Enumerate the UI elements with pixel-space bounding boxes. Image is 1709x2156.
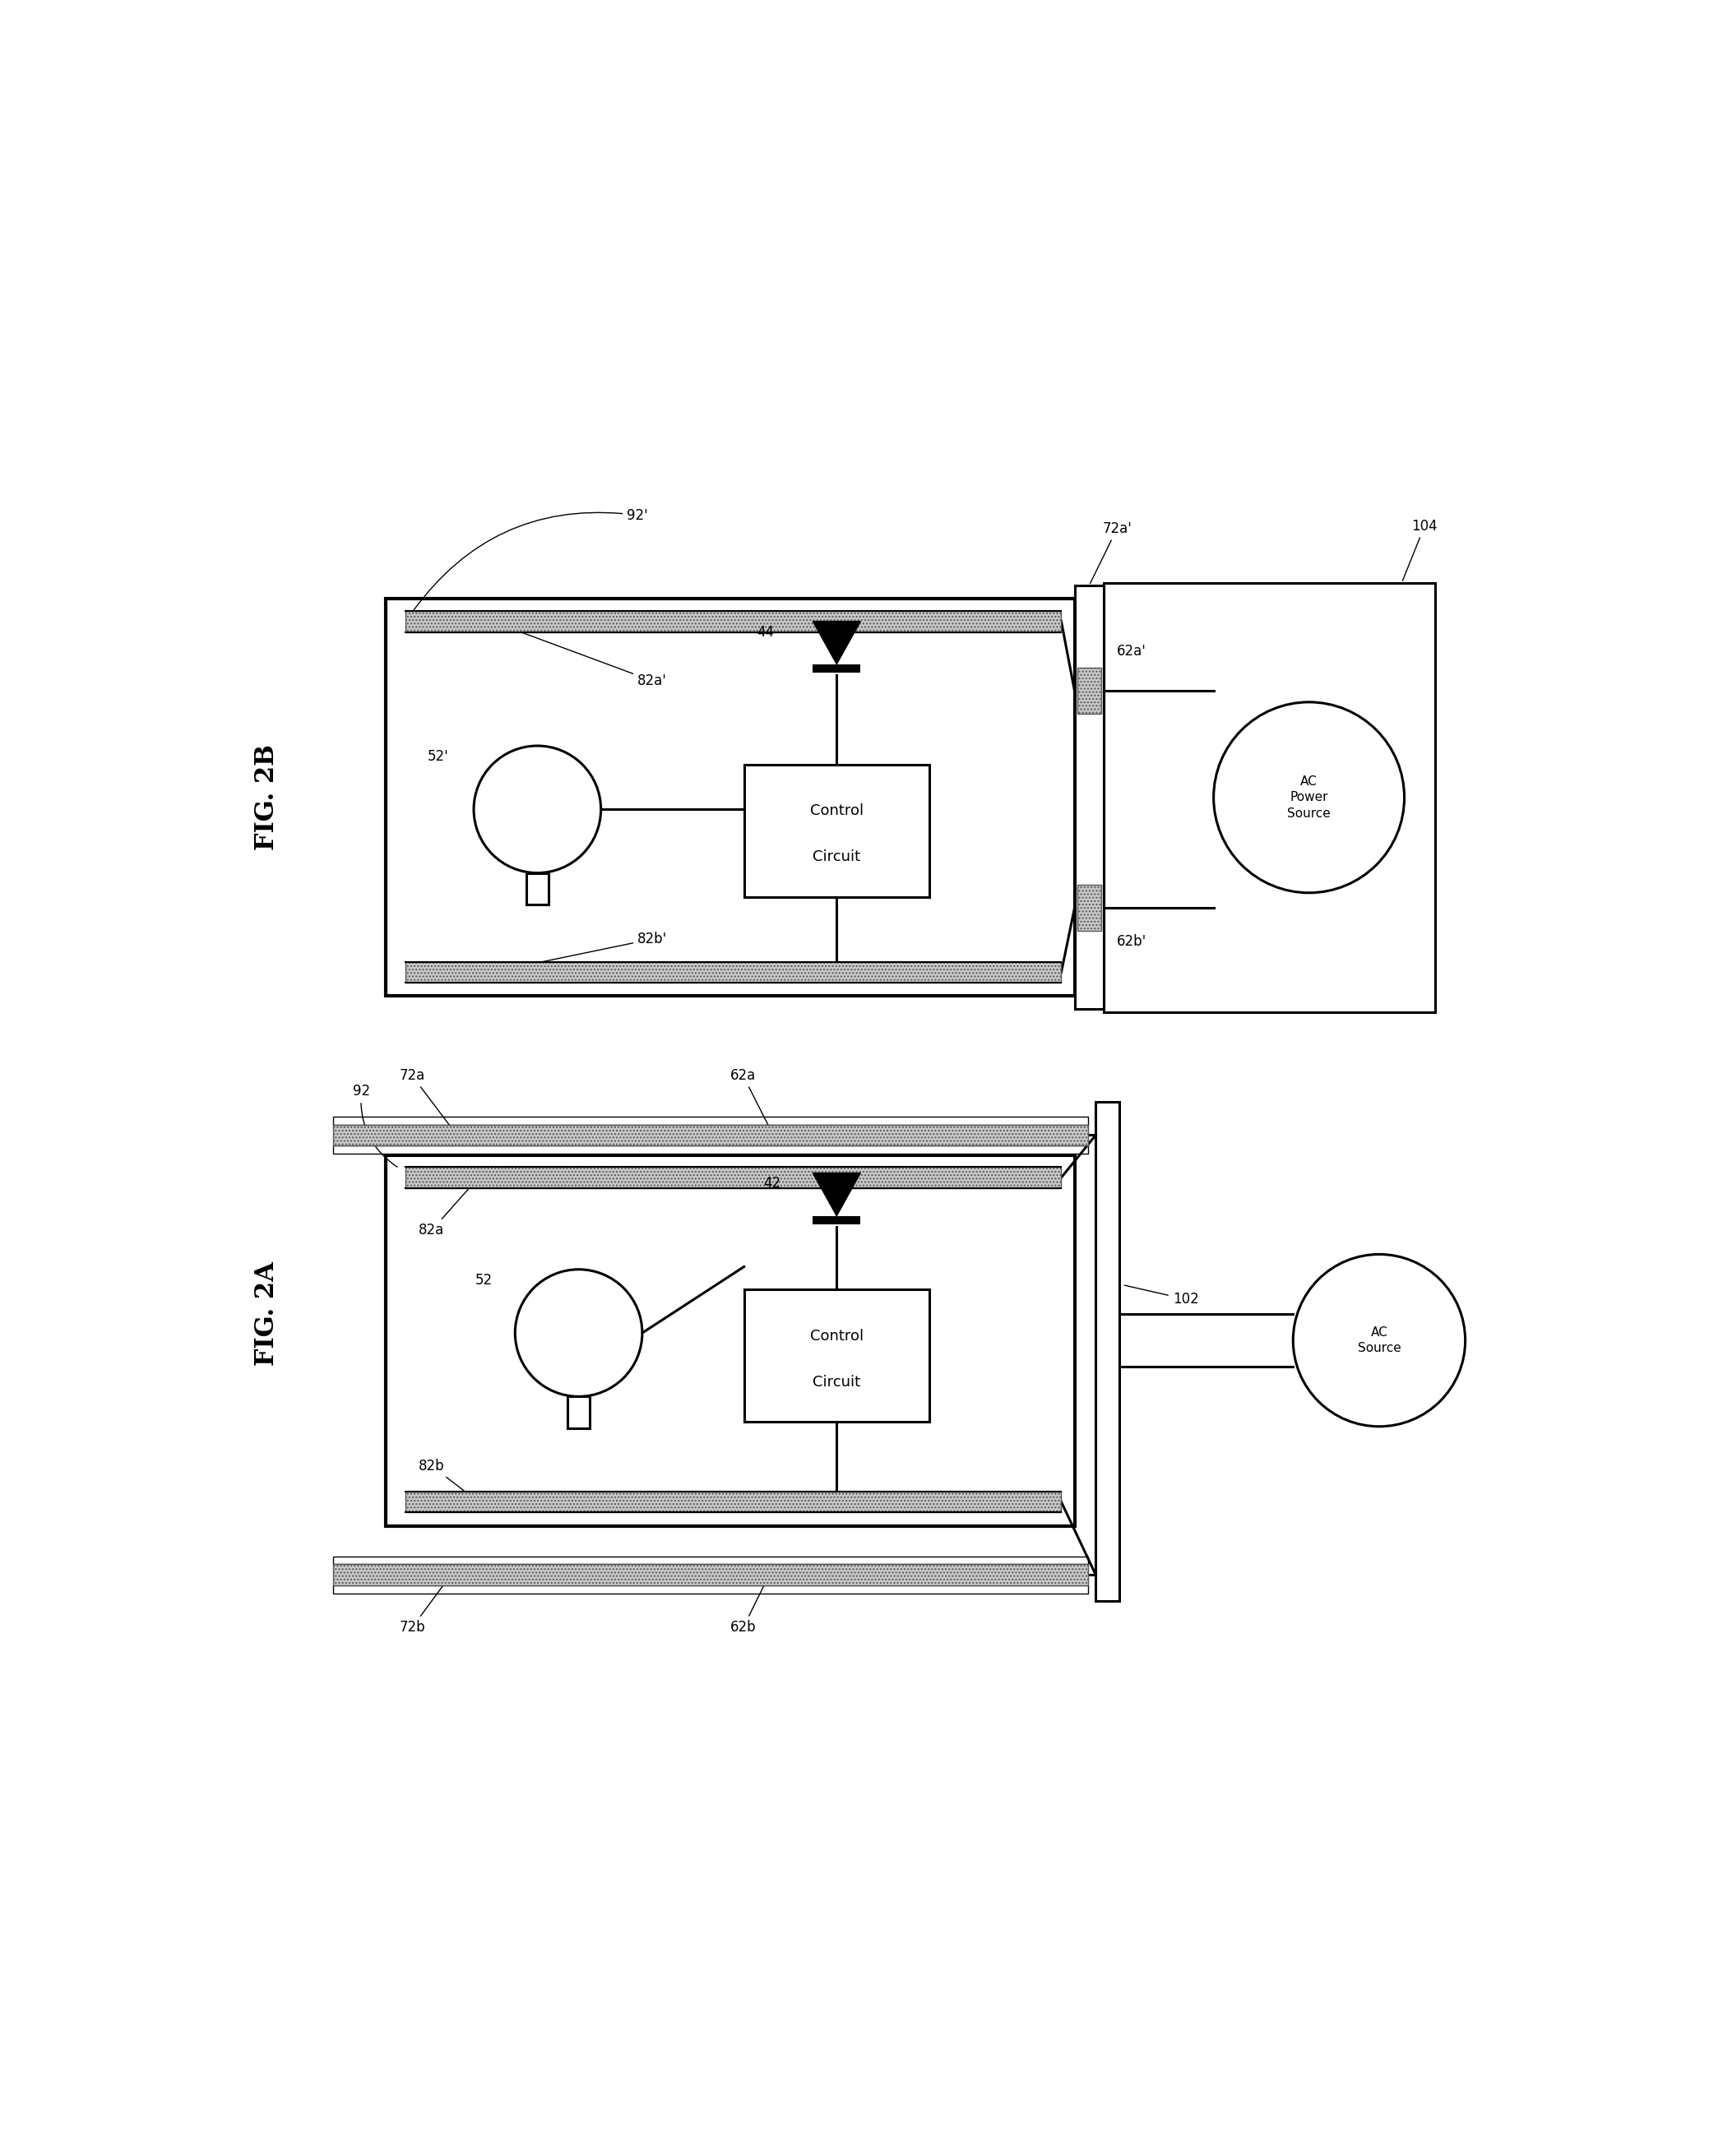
Text: 92: 92 <box>352 1084 396 1166</box>
Bar <box>1075 586 1104 1009</box>
Text: 62a: 62a <box>730 1067 769 1125</box>
Text: Circuit: Circuit <box>813 1376 861 1391</box>
Text: 72a': 72a' <box>1090 522 1131 584</box>
Bar <box>333 1565 1089 1585</box>
Bar <box>1104 582 1436 1011</box>
Text: Source: Source <box>1287 806 1331 819</box>
Bar <box>386 599 1075 996</box>
Text: FIG. 2A: FIG. 2A <box>255 1261 279 1367</box>
Bar <box>1077 884 1101 931</box>
Bar <box>333 1125 1089 1145</box>
Circle shape <box>1294 1255 1465 1427</box>
Text: FIG. 2B: FIG. 2B <box>255 744 279 849</box>
Bar <box>813 1216 861 1225</box>
Text: 104: 104 <box>1403 517 1437 580</box>
Text: Power: Power <box>1290 791 1328 804</box>
Bar <box>1077 668 1101 714</box>
Text: 82b: 82b <box>419 1460 477 1501</box>
Bar <box>333 1585 1089 1593</box>
Bar <box>405 962 1061 983</box>
Bar <box>333 1117 1089 1125</box>
Text: 62b: 62b <box>730 1576 769 1634</box>
Text: 72b: 72b <box>400 1576 451 1634</box>
Text: Circuit: Circuit <box>813 849 861 865</box>
Bar <box>567 1397 590 1427</box>
Bar <box>405 1166 1061 1188</box>
Text: 44: 44 <box>757 625 774 640</box>
Text: Source: Source <box>1357 1343 1401 1354</box>
Text: 72a: 72a <box>400 1067 451 1128</box>
Bar <box>743 1289 930 1423</box>
Bar <box>1095 1102 1119 1602</box>
Circle shape <box>514 1270 643 1397</box>
Text: AC: AC <box>1371 1326 1388 1339</box>
Bar <box>743 765 930 897</box>
Bar <box>333 1557 1089 1565</box>
Bar <box>405 610 1061 632</box>
Circle shape <box>1213 703 1405 893</box>
Text: 52': 52' <box>427 748 448 763</box>
Text: 82a: 82a <box>419 1179 477 1238</box>
Bar <box>405 1492 1061 1514</box>
Bar <box>526 873 549 906</box>
Text: 102: 102 <box>1125 1285 1198 1307</box>
Polygon shape <box>813 1173 861 1216</box>
Text: 82a': 82a' <box>494 623 667 688</box>
Polygon shape <box>813 621 861 664</box>
Text: 52: 52 <box>475 1272 492 1287</box>
Text: Control: Control <box>810 1328 863 1343</box>
Text: Control: Control <box>810 804 863 817</box>
Bar <box>813 664 861 673</box>
Text: 62b': 62b' <box>1118 934 1147 949</box>
Text: 62a': 62a' <box>1118 645 1147 658</box>
Text: 82b': 82b' <box>494 931 667 972</box>
Text: 92': 92' <box>414 509 648 610</box>
Circle shape <box>473 746 602 873</box>
Text: 42: 42 <box>764 1177 781 1190</box>
Text: AC: AC <box>1301 776 1318 787</box>
Bar <box>386 1156 1075 1526</box>
Bar <box>333 1145 1089 1153</box>
